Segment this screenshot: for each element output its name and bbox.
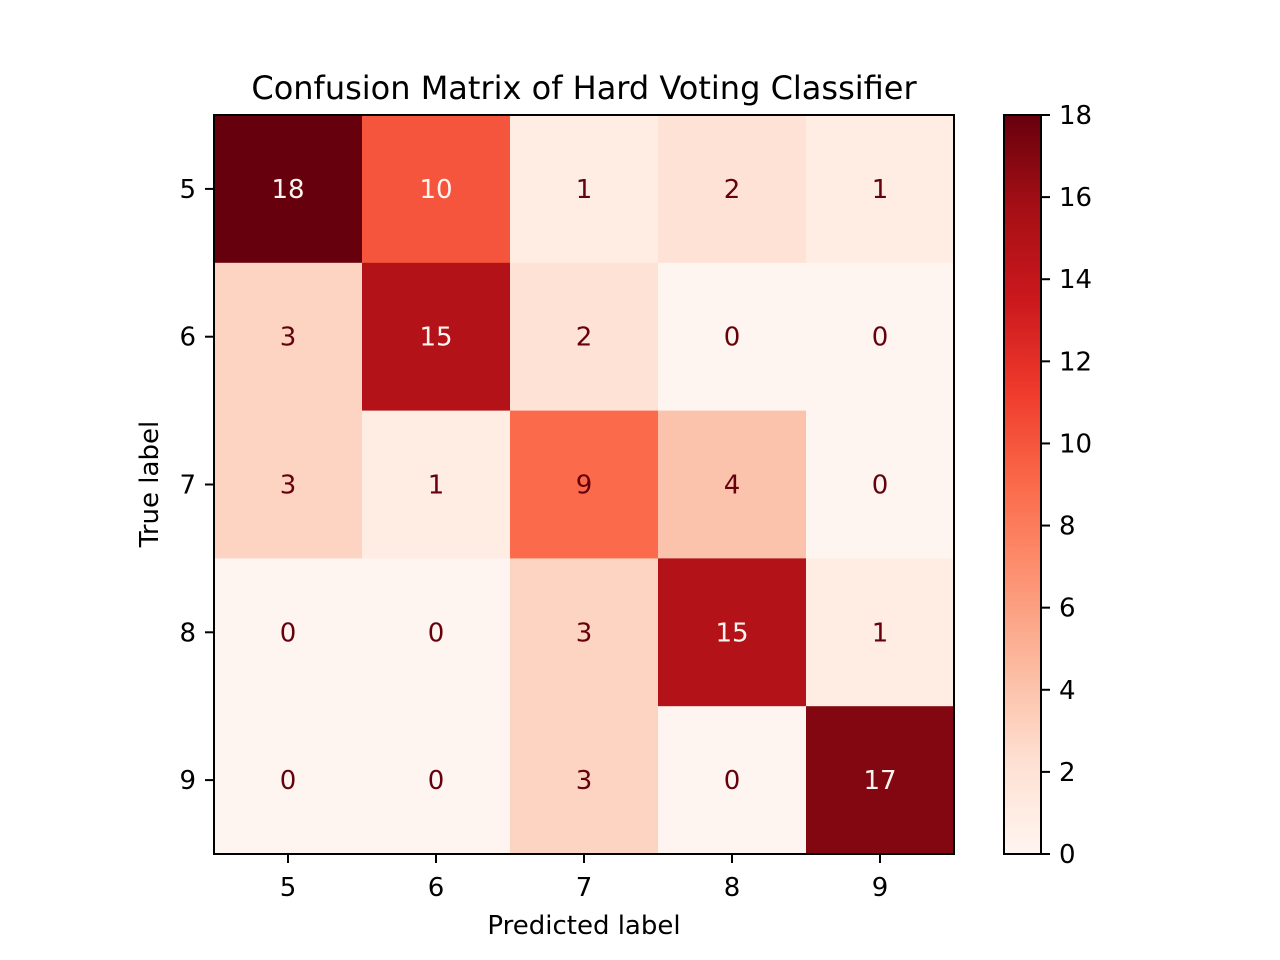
cell-value-label: 3: [576, 618, 593, 648]
cell-value-label: 0: [428, 618, 445, 648]
y-tick-label: 8: [179, 618, 196, 648]
colorbar-tick-label: 6: [1059, 594, 1076, 624]
heatmap-cell-labels: 18 10 1 2 13 15 2 0 03 1 9 4 00 0 3 15 10 0 3 0 17: [271, 175, 896, 796]
heatmap-cell: [510, 558, 659, 707]
cell-value-label: 4: [724, 471, 741, 501]
colorbar-tick-label: 16: [1059, 183, 1092, 213]
chart-title: Confusion Matrix of Hard Voting Classifi…: [251, 69, 917, 107]
cell-value-label: 3: [576, 766, 593, 796]
cell-value-label: 2: [724, 175, 741, 205]
heatmap-cell: [362, 262, 511, 412]
x-tick-label: 9: [872, 873, 889, 903]
x-tick-label: 8: [724, 873, 741, 903]
cell-value-label: 10: [419, 175, 452, 205]
colorbar-frame: [1003, 114, 1042, 855]
heatmap-cell: [510, 262, 659, 412]
y-tick-label: 5: [179, 175, 196, 205]
y-axis-ticks: 5 6 7 8 9: [179, 175, 214, 796]
x-tick-label: 6: [428, 873, 445, 903]
heatmap-cell: [510, 115, 659, 264]
heatmap-cell: [806, 410, 955, 559]
cell-value-label: 17: [863, 766, 896, 796]
cell-value-label: 15: [419, 323, 452, 353]
heatmap-cell: [214, 262, 363, 412]
cell-value-label: 3: [280, 471, 297, 501]
y-axis-label: True label: [135, 421, 165, 548]
colorbar-tick-label: 4: [1059, 676, 1076, 706]
y-tick-label: 9: [179, 766, 196, 796]
colorbar-tick-label: 10: [1059, 429, 1092, 459]
cell-value-label: 15: [715, 618, 748, 648]
heatmap-cell: [510, 410, 659, 559]
cell-value-label: 2: [576, 323, 593, 353]
colorbar-tick-label: 12: [1059, 347, 1092, 377]
cell-value-label: 0: [872, 471, 889, 501]
heatmap-cell: [806, 558, 955, 707]
heatmap-cell: [658, 706, 807, 855]
heatmap-cells: [214, 115, 955, 855]
cell-value-label: 0: [724, 323, 741, 353]
x-axis-ticks: 5 6 7 8 9: [280, 854, 889, 903]
heatmap-cell: [362, 558, 511, 707]
x-tick-label: 5: [280, 873, 297, 903]
colorbar-gradient: [1004, 115, 1041, 854]
cell-value-label: 1: [872, 618, 889, 648]
colorbar-tick-label: 14: [1059, 265, 1092, 295]
heatmap-cell: [510, 706, 659, 855]
cell-value-label: 18: [271, 175, 304, 205]
cell-value-label: 1: [428, 471, 445, 501]
x-tick-label: 7: [576, 873, 593, 903]
heatmap-cell: [362, 115, 511, 264]
cell-value-label: 0: [280, 766, 297, 796]
cell-value-label: 9: [576, 471, 593, 501]
cell-value-label: 0: [724, 766, 741, 796]
heatmap-cell: [806, 115, 955, 264]
y-tick-label: 6: [179, 323, 196, 353]
heatmap-cell: [214, 115, 363, 264]
heatmap-cell: [658, 410, 807, 559]
heatmap-cell: [658, 558, 807, 707]
heatmap-cell: [362, 706, 511, 855]
colorbar-tick-label: 8: [1059, 512, 1076, 542]
heatmap-cell: [658, 115, 807, 264]
heatmap-cell: [806, 706, 955, 855]
cell-value-label: 3: [280, 323, 297, 353]
heatmap-cell: [214, 706, 363, 855]
heatmap-cell: [806, 262, 955, 412]
colorbar-tick-label: 18: [1059, 101, 1092, 131]
heatmap-cell: [362, 410, 511, 559]
cell-value-label: 1: [872, 175, 889, 205]
y-tick-label: 7: [179, 471, 196, 501]
heatmap-cell: [214, 558, 363, 707]
heatmap-cell: [214, 410, 363, 559]
colorbar-tick-label: 2: [1059, 758, 1076, 788]
cell-value-label: 1: [576, 175, 593, 205]
cell-value-label: 0: [428, 766, 445, 796]
heatmap-cell: [658, 262, 807, 412]
cell-value-label: 0: [872, 323, 889, 353]
x-axis-label: Predicted label: [487, 911, 680, 941]
colorbar-tick-label: 0: [1059, 840, 1076, 870]
cell-value-label: 0: [280, 618, 297, 648]
colorbar-ticks: 0 2 4 6 8 10 12 14 16 18: [1041, 101, 1092, 870]
